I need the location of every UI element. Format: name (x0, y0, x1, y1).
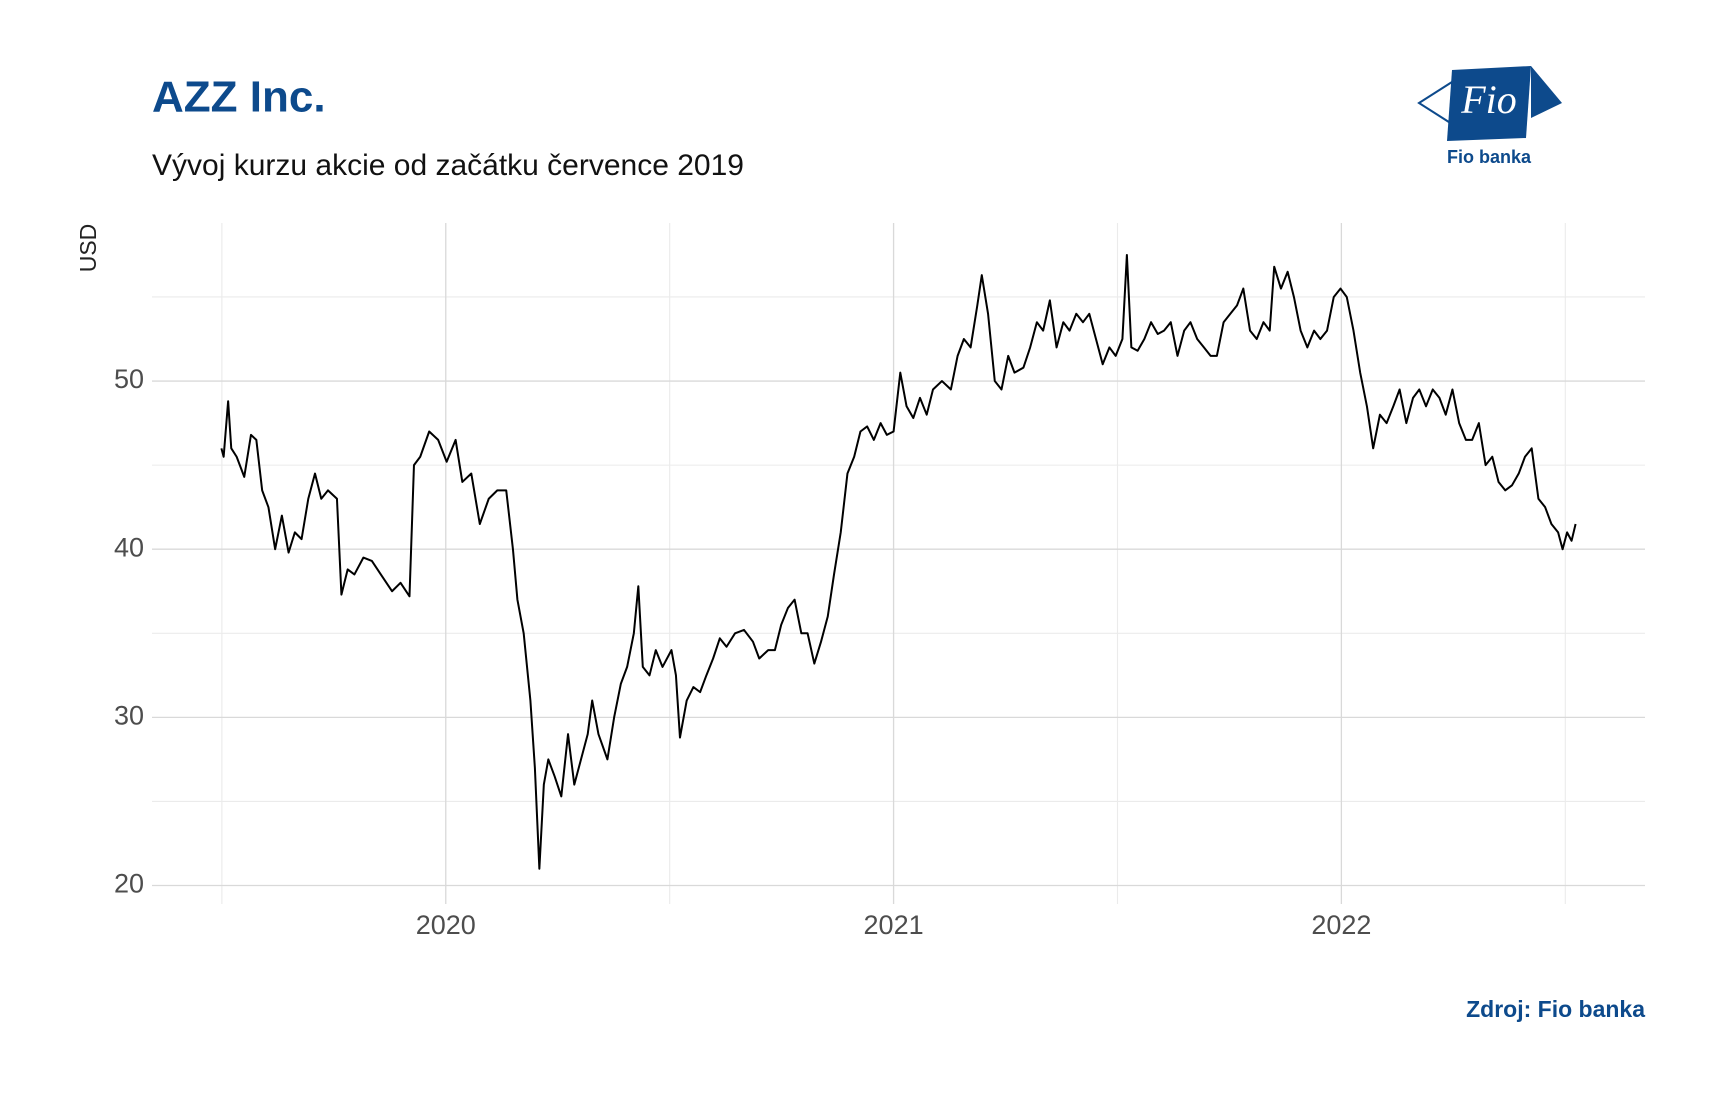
source: Zdroj: Fio banka (1466, 996, 1645, 1022)
logo-arrow (1417, 80, 1453, 126)
y-tick-label: 40 (114, 532, 144, 562)
y-tick-label: 30 (114, 700, 144, 730)
x-tick-label: 2020 (416, 910, 476, 940)
logo-arrow (1531, 66, 1562, 118)
logo: Fio Fio banka (1417, 66, 1562, 167)
logo-caption: Fio banka (1447, 147, 1532, 167)
y-axis-label: USD (75, 224, 101, 273)
y-tick-label: 50 (114, 364, 144, 394)
x-tick-label: 2021 (864, 910, 924, 940)
x-tick-label: 2022 (1311, 910, 1371, 940)
y-tick-label: 20 (114, 869, 144, 899)
logo-square (1447, 66, 1531, 141)
logo-text: Fio (1460, 77, 1517, 122)
chart-title: AZZ Inc. (152, 73, 326, 122)
price-line (220, 253, 1577, 870)
chart-subtitle: Vývoj kurzu akcie od začátku července 20… (152, 149, 744, 182)
